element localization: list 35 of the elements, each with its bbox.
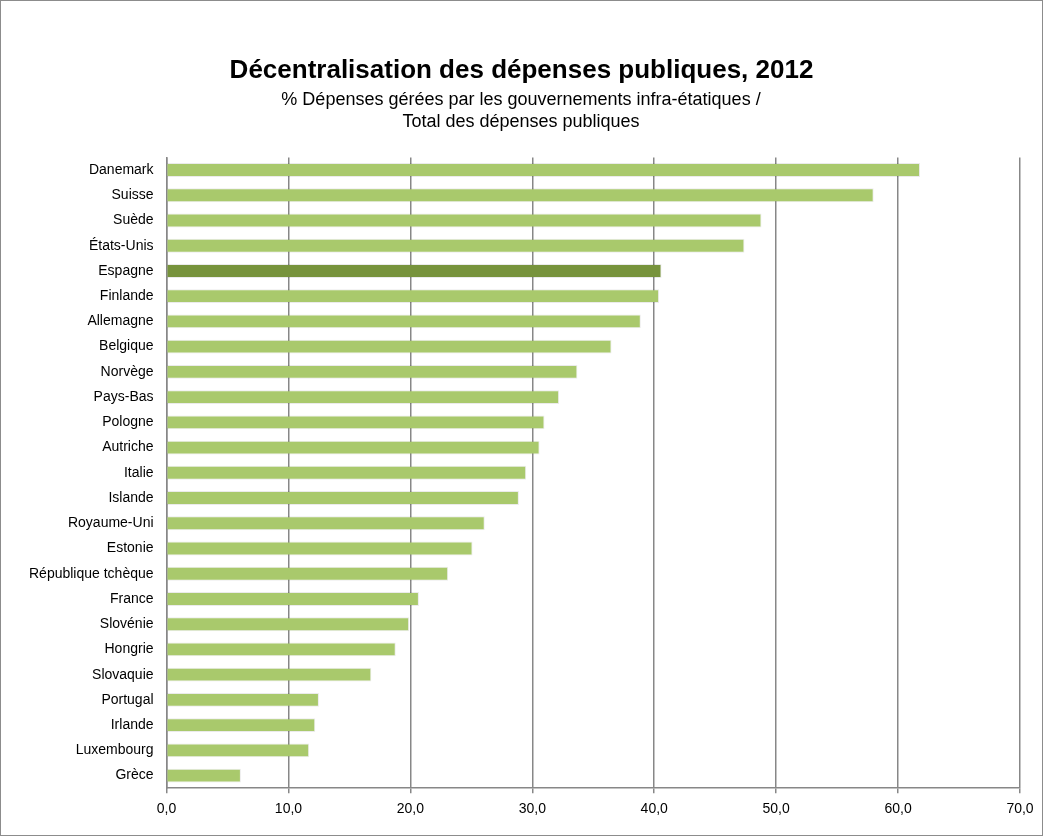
y-tick-label: Allemagne bbox=[87, 312, 154, 329]
y-tick-label: Espagne bbox=[98, 261, 154, 278]
x-tick-label: 40,0 bbox=[640, 800, 669, 817]
y-tick-label: Italie bbox=[123, 463, 154, 480]
y-tick-label: Irlande bbox=[110, 715, 154, 732]
y-tick-label: Belgique bbox=[99, 337, 154, 354]
y-tick-label: Finlande bbox=[99, 287, 154, 304]
y-tick-label: Suède bbox=[113, 211, 154, 228]
y-tick-label: Slovénie bbox=[99, 615, 154, 632]
x-tick-label: 70,0 bbox=[1006, 800, 1034, 817]
y-tick-label: Estonie bbox=[106, 539, 154, 556]
y-tick-label: Pays-Bas bbox=[93, 387, 154, 404]
x-tick-label: 0,0 bbox=[156, 800, 177, 817]
y-tick-label: France bbox=[109, 589, 154, 606]
y-tick-label: Luxembourg bbox=[75, 741, 154, 758]
y-tick-label: République tchèque bbox=[29, 564, 154, 581]
chart-subtitle: % Dépenses gérées par les gouvernements infra-étatiques / Total des dépenses publiques bbox=[280, 88, 762, 132]
y-tick-label: Pologne bbox=[102, 413, 154, 430]
y-tick-label: Danemark bbox=[88, 160, 155, 177]
y-tick-label: Autriche bbox=[102, 438, 154, 455]
y-tick-label: Norvège bbox=[100, 362, 154, 379]
x-tick-label: 20,0 bbox=[396, 800, 425, 817]
chart-title: Décentralisation des dépenses publiques, 2012 bbox=[228, 54, 815, 85]
x-tick-label: 10,0 bbox=[274, 800, 303, 817]
y-tick-label: Slovaquie bbox=[92, 665, 154, 682]
y-tick-label: États-Unis bbox=[88, 236, 154, 253]
y-tick-label: Suisse bbox=[111, 186, 154, 203]
y-tick-label: Royaume-Uni bbox=[67, 514, 154, 531]
x-tick-label: 50,0 bbox=[762, 800, 790, 817]
x-tick-label: 60,0 bbox=[884, 800, 912, 817]
y-tick-label: Grèce bbox=[115, 766, 154, 783]
y-tick-label: Hongrie bbox=[104, 640, 154, 657]
y-tick-label: Islande bbox=[108, 488, 154, 505]
y-tick-label: Portugal bbox=[101, 690, 154, 707]
x-tick-label: 30,0 bbox=[518, 800, 547, 817]
